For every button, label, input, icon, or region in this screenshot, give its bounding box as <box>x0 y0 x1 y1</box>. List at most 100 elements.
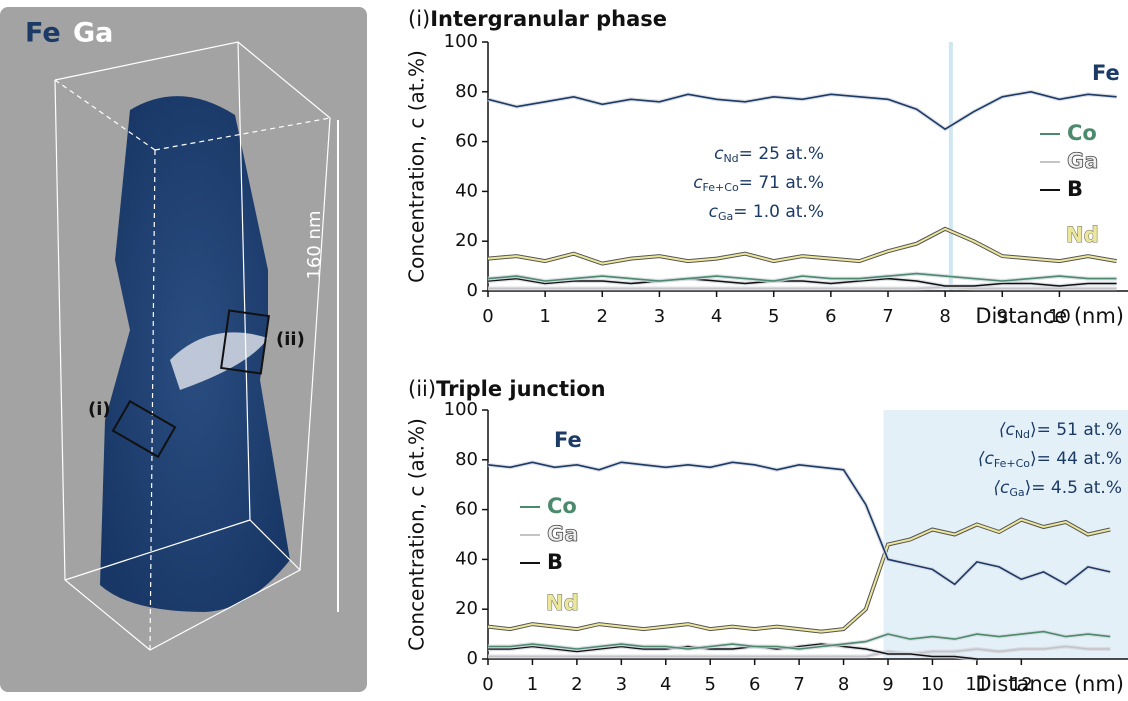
x-tick-label: 3 <box>616 674 627 695</box>
annotation-text: = 71 at.% <box>739 173 824 193</box>
series-line <box>487 227 1117 265</box>
annotation-symbol: ⟨c <box>993 478 1010 498</box>
y-tick-label: 100 <box>444 31 478 52</box>
annotation: cGa= 1.0 at.% <box>709 202 824 223</box>
x-tick-label: 10 <box>921 674 944 695</box>
title-text: Intergranular phase <box>430 7 667 31</box>
series-line <box>487 272 1117 282</box>
x-tick-label: 5 <box>704 674 715 695</box>
annotation-symbol: c <box>693 173 703 193</box>
annotation-text: ⟩= 4.5 at.% <box>1025 478 1122 498</box>
title-text: Triple junction <box>436 377 606 401</box>
roi-label: (i) <box>88 399 111 420</box>
y-tick-label: 100 <box>444 399 478 420</box>
series-line <box>488 645 1111 658</box>
legend-label: Ga <box>1067 149 1098 173</box>
annotation-text: ⟩= 51 at.% <box>1030 420 1122 440</box>
series-line <box>487 518 1111 633</box>
y-tick-label: 80 <box>455 449 478 470</box>
x-tick-label: 1 <box>527 674 538 695</box>
legend-label: Nd <box>546 591 579 615</box>
y-tick-label: 60 <box>455 499 478 520</box>
x-tick-label: 0 <box>482 306 493 327</box>
x-tick-label: 2 <box>597 306 608 327</box>
annotation: ⟨cFe+Co⟩= 44 at.% <box>978 449 1122 470</box>
x-tick-label: 2 <box>571 674 582 695</box>
legend-label: Fe <box>554 428 582 452</box>
x-tick-label: 7 <box>793 674 804 695</box>
x-tick-label: 8 <box>838 674 849 695</box>
legend-label: Co <box>1067 121 1097 145</box>
x-tick-label: 7 <box>882 306 893 327</box>
y-tick-label: 40 <box>455 548 478 569</box>
annotation: ⟨cGa⟩= 4.5 at.% <box>993 478 1122 499</box>
annotation-text: = 1.0 at.% <box>733 202 824 222</box>
annotation-text: = 25 at.% <box>739 144 824 164</box>
annotation-sub: Ga <box>1009 486 1024 499</box>
annotation-symbol: ⟨c <box>999 420 1016 440</box>
annotation: ⟨cNd⟩= 51 at.% <box>999 420 1122 441</box>
legend-label: B <box>547 550 563 574</box>
ga-phase <box>170 332 268 390</box>
annotation-sub: Nd <box>723 152 738 165</box>
ga-label: Ga <box>73 18 113 49</box>
legend-label: Fe <box>1092 61 1120 85</box>
y-axis-label: Concentration, c (at.%) <box>405 418 429 651</box>
legend-label: B <box>1067 177 1083 201</box>
x-tick-label: 8 <box>939 306 950 327</box>
image-panel: Fe Ga (i) (ii) 160 nm <box>0 7 367 692</box>
x-tick-label: 5 <box>768 306 779 327</box>
annotation-symbol: c <box>714 144 724 164</box>
x-tick-label: 0 <box>482 674 493 695</box>
y-tick-label: 80 <box>455 81 478 102</box>
x-tick-label: 1 <box>539 306 550 327</box>
annotation-text: ⟩= 44 at.% <box>1030 449 1122 469</box>
title-prefix: (ii) <box>408 377 436 401</box>
annotation: cFe+Co= 71 at.% <box>693 173 824 194</box>
scale-label: 160 nm <box>304 210 325 279</box>
series-line <box>488 286 1117 290</box>
x-tick-label: 3 <box>654 306 665 327</box>
legend-label: Nd <box>1066 223 1099 247</box>
y-tick-label: 40 <box>455 180 478 201</box>
series-line <box>488 643 977 660</box>
chart-title: (ii)Triple junction <box>408 377 606 401</box>
annotation-sub: Nd <box>1015 428 1030 441</box>
y-axis-label: Concentration, c (at.%) <box>405 50 429 283</box>
y-tick-label: 20 <box>455 230 478 251</box>
series-line <box>487 277 1117 287</box>
x-axis-label: Distance (nm) <box>975 672 1124 696</box>
x-tick-label: 6 <box>749 674 760 695</box>
x-tick-label: 10 <box>1048 306 1071 327</box>
roi-ii <box>220 309 270 375</box>
x-tick-label: 6 <box>825 306 836 327</box>
series-line <box>487 461 1111 586</box>
x-axis-label: Distance (nm) <box>975 304 1124 328</box>
annotation: cNd= 25 at.% <box>714 144 824 165</box>
x-tick-label: 4 <box>711 306 722 327</box>
bounding-box <box>54 41 339 651</box>
annotation-symbol: c <box>709 202 719 222</box>
roi-label: (ii) <box>276 329 305 350</box>
x-tick-label: 4 <box>660 674 671 695</box>
annotation-sub: Ga <box>718 210 733 223</box>
x-tick-label: 11 <box>965 674 988 695</box>
title-prefix: (i) <box>408 7 430 31</box>
series-line <box>487 90 1117 131</box>
x-tick-label: 12 <box>1010 674 1033 695</box>
annotation-sub: Fe+Co <box>994 457 1030 470</box>
y-tick-label: 0 <box>467 648 478 669</box>
y-tick-label: 60 <box>455 131 478 152</box>
annotation-sub: Fe+Co <box>703 181 739 194</box>
annotation-symbol: ⟨c <box>978 449 995 469</box>
series-halo <box>487 89 1117 132</box>
legend-label: Ga <box>547 522 578 546</box>
series-line <box>488 630 1111 650</box>
x-tick-label: 9 <box>997 306 1008 327</box>
fe-label: Fe <box>25 18 61 49</box>
legend-label: Co <box>547 494 577 518</box>
roi-i <box>111 399 177 459</box>
y-tick-label: 0 <box>467 280 478 301</box>
x-tick-label: 9 <box>882 674 893 695</box>
